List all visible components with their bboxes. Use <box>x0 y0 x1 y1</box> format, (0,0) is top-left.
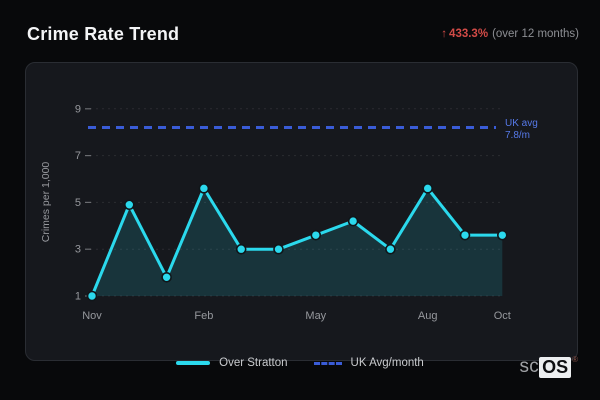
x-tick-label-Nov: Nov <box>82 310 102 322</box>
uk-avg-label-line2: 7.8/m <box>505 130 530 141</box>
data-point-Oct <box>496 229 508 241</box>
data-point-Aug <box>422 183 434 194</box>
chart-card: 9 7 5 3 1 UK avg 7.8/m Nov Feb May Aug Oct Crimes pe… <box>25 62 578 361</box>
series-area-fill <box>92 188 503 296</box>
y-tick-label: 5 <box>75 197 81 209</box>
data-point-Dec <box>124 199 135 211</box>
y-tick-label: 7 <box>75 150 81 162</box>
y-tick-label: 9 <box>75 103 81 115</box>
x-tick-label-Feb: Feb <box>194 310 213 322</box>
x-tick-label-Aug: Aug <box>418 310 438 322</box>
delta-value: 433.3% <box>449 28 489 40</box>
logo-prefix: sc <box>519 356 540 377</box>
data-point-Jun <box>347 215 359 227</box>
uk-avg-label-line1: UK avg <box>505 118 538 129</box>
trend-delta: ↑ 433.3% (over 12 months) <box>441 28 579 40</box>
data-point-Jan <box>161 271 172 283</box>
legend-label-over-stratton: Over Stratton <box>219 357 288 369</box>
registered-mark-icon: ® <box>572 354 578 364</box>
y-axis-title: Crimes per 1,000 <box>40 162 52 243</box>
x-tick-label-Oct: Oct <box>494 310 511 322</box>
y-tick-label: 3 <box>75 244 81 256</box>
data-point-Mar <box>235 243 247 255</box>
series-line <box>90 186 504 298</box>
data-point-Sep <box>459 229 471 241</box>
data-point-Apr <box>273 243 284 255</box>
legend-item-uk-avg[interactable]: UK Avg/month <box>313 357 424 369</box>
data-point-May <box>310 229 322 241</box>
data-point-Jul <box>385 243 396 255</box>
data-point-Feb <box>198 183 210 194</box>
page-title: Crime Rate Trend <box>27 24 180 44</box>
dashed-line-swatch <box>313 361 342 365</box>
up-arrow-icon: ↑ <box>441 28 448 40</box>
y-tick-label: 1 <box>75 291 81 303</box>
delta-caption: (over 12 months) <box>492 28 579 40</box>
solid-line-swatch <box>176 361 211 365</box>
legend-item-over-stratton[interactable]: Over Stratton <box>176 357 288 369</box>
scos-logo: sc OS ® <box>519 354 578 378</box>
data-point-Nov <box>86 290 98 302</box>
logo-suffix: OS <box>539 356 572 378</box>
chart-legend: Over Stratton UK Avg/month <box>0 354 600 372</box>
x-tick-label-May: May <box>305 310 326 322</box>
legend-label-uk-avg: UK Avg/month <box>350 357 424 369</box>
